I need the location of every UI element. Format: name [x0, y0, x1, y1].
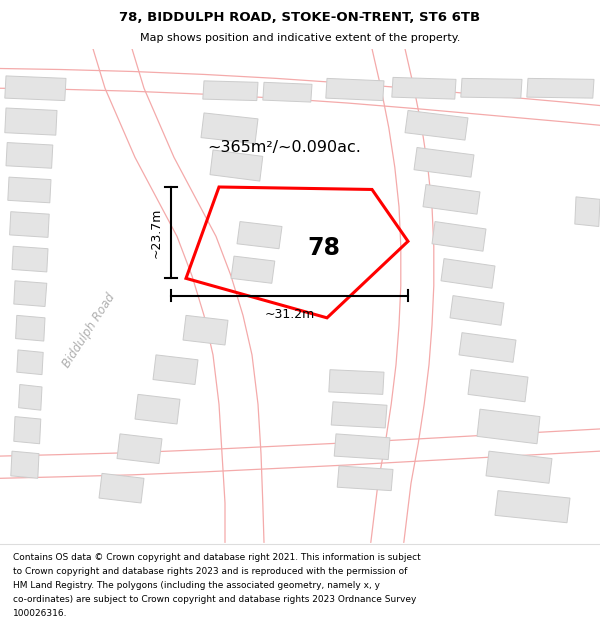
Polygon shape [392, 78, 456, 99]
Polygon shape [5, 76, 66, 101]
Text: ~31.2m: ~31.2m [265, 308, 314, 321]
Polygon shape [326, 78, 384, 101]
Polygon shape [14, 281, 47, 306]
Polygon shape [10, 212, 49, 238]
Polygon shape [237, 221, 282, 249]
Polygon shape [329, 369, 384, 394]
Polygon shape [153, 355, 198, 384]
Polygon shape [331, 402, 387, 428]
Text: ~23.7m: ~23.7m [149, 208, 163, 258]
Polygon shape [8, 177, 51, 202]
Polygon shape [414, 148, 474, 177]
Polygon shape [16, 316, 45, 341]
Polygon shape [477, 409, 540, 444]
Text: 78: 78 [307, 236, 340, 260]
Text: 78, BIDDULPH ROAD, STOKE-ON-TRENT, ST6 6TB: 78, BIDDULPH ROAD, STOKE-ON-TRENT, ST6 6… [119, 11, 481, 24]
Polygon shape [12, 246, 48, 272]
Polygon shape [231, 256, 275, 283]
Polygon shape [201, 113, 258, 144]
Polygon shape [117, 434, 162, 464]
Text: co-ordinates) are subject to Crown copyright and database rights 2023 Ordnance S: co-ordinates) are subject to Crown copyr… [13, 595, 416, 604]
Polygon shape [99, 473, 144, 503]
Polygon shape [468, 369, 528, 402]
Polygon shape [459, 332, 516, 362]
Text: 100026316.: 100026316. [13, 609, 68, 618]
Polygon shape [135, 394, 180, 424]
Polygon shape [495, 491, 570, 522]
Polygon shape [405, 111, 468, 140]
Text: ~365m²/~0.090ac.: ~365m²/~0.090ac. [207, 140, 361, 155]
Text: HM Land Registry. The polygons (including the associated geometry, namely x, y: HM Land Registry. The polygons (includin… [13, 581, 380, 590]
Text: to Crown copyright and database rights 2023 and is reproduced with the permissio: to Crown copyright and database rights 2… [13, 567, 407, 576]
Polygon shape [575, 197, 600, 226]
Polygon shape [450, 296, 504, 325]
Text: Contains OS data © Crown copyright and database right 2021. This information is : Contains OS data © Crown copyright and d… [13, 552, 421, 562]
Polygon shape [183, 316, 228, 345]
Text: Biddulph Road: Biddulph Road [60, 291, 118, 370]
Polygon shape [210, 150, 263, 181]
Polygon shape [527, 78, 594, 98]
Polygon shape [263, 82, 312, 102]
Polygon shape [334, 434, 390, 459]
Polygon shape [441, 259, 495, 288]
Polygon shape [17, 350, 43, 374]
Polygon shape [19, 384, 42, 410]
Polygon shape [203, 81, 258, 101]
Polygon shape [14, 417, 41, 444]
Polygon shape [461, 78, 522, 98]
Polygon shape [5, 108, 57, 135]
Polygon shape [432, 221, 486, 251]
Polygon shape [423, 184, 480, 214]
Polygon shape [6, 142, 53, 168]
Polygon shape [337, 466, 393, 491]
Text: Map shows position and indicative extent of the property.: Map shows position and indicative extent… [140, 33, 460, 43]
Polygon shape [486, 451, 552, 483]
Polygon shape [11, 451, 39, 478]
